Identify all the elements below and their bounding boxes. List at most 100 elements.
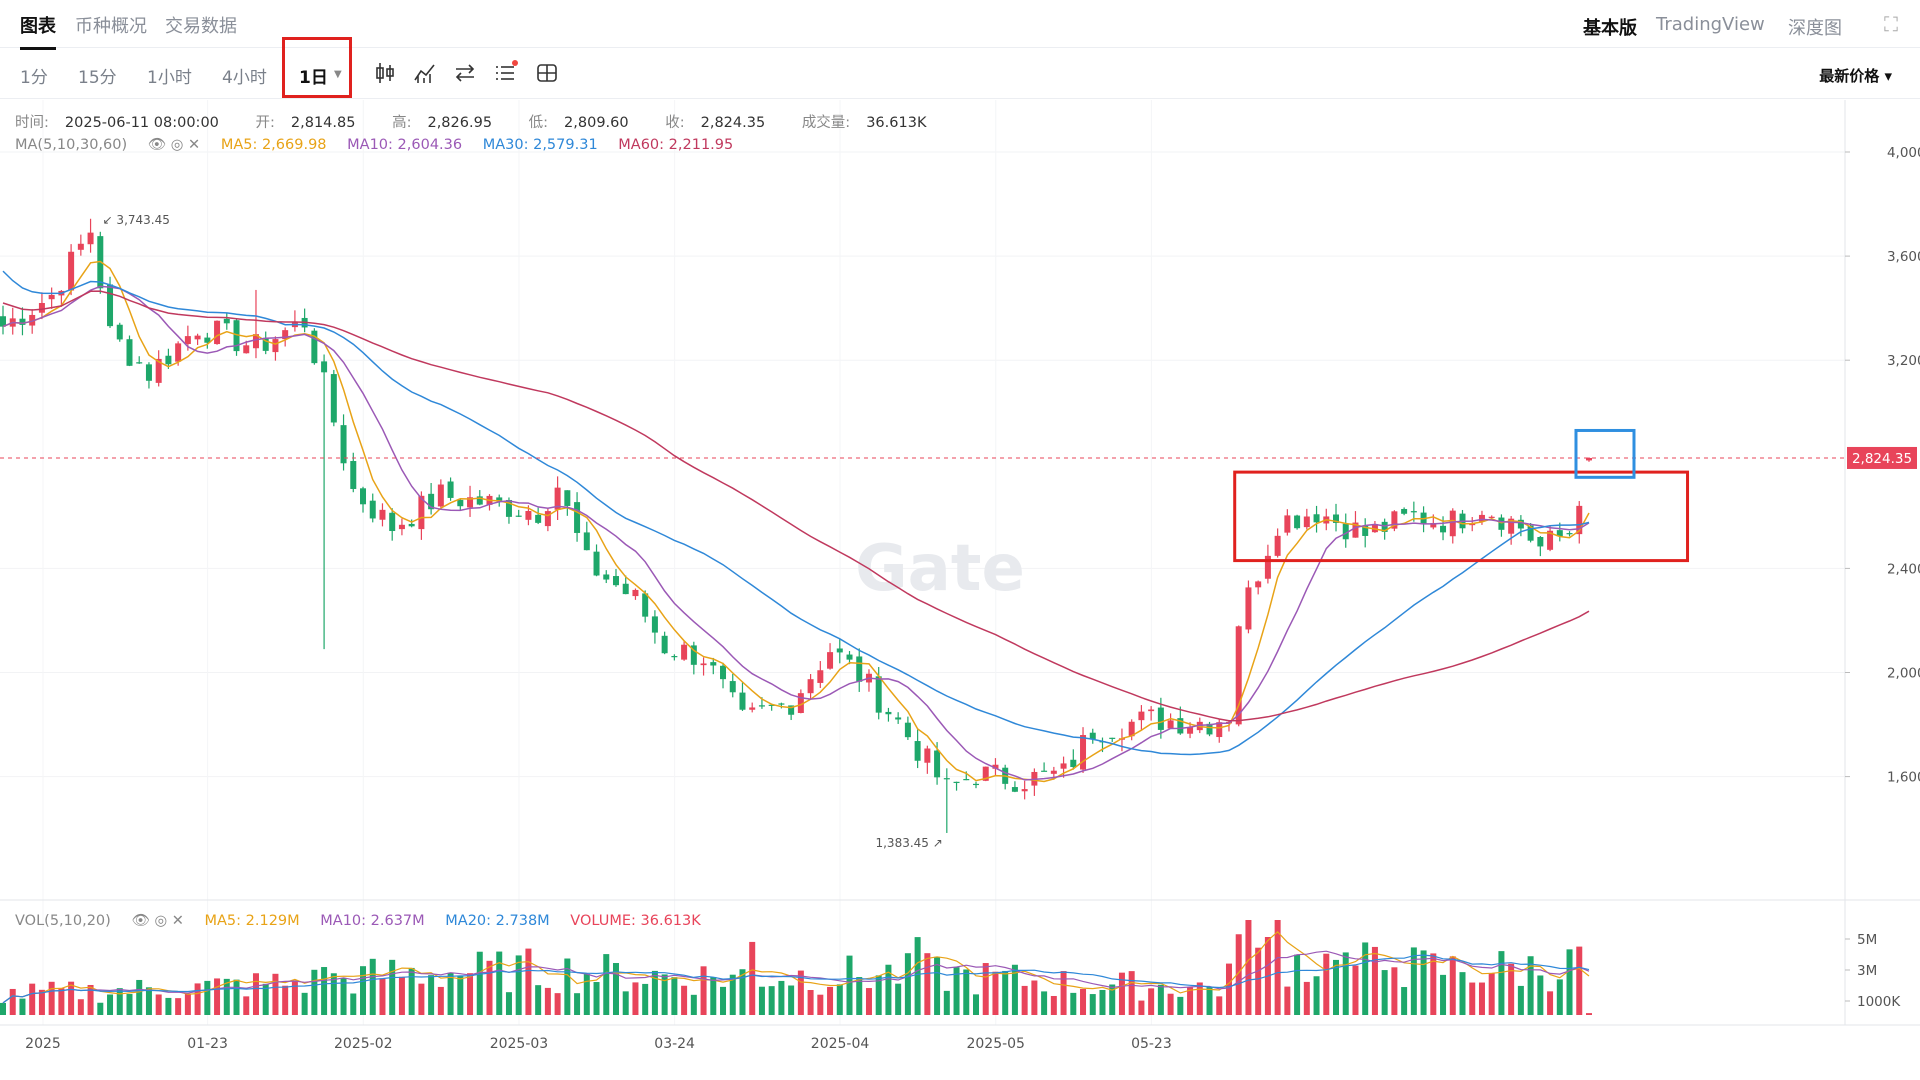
- volume-bar: [612, 963, 619, 1015]
- candle-body: [1381, 521, 1388, 532]
- candle-body: [992, 764, 999, 769]
- price-tick-label: 3,200.00: [1887, 353, 1920, 369]
- candle-body: [194, 335, 201, 340]
- candle-body: [1216, 722, 1223, 738]
- candle-body: [1440, 525, 1447, 533]
- view-tradingview[interactable]: TradingView: [1656, 14, 1765, 35]
- volume-bar: [827, 986, 834, 1015]
- candle-body: [77, 243, 84, 250]
- candle-body: [408, 523, 415, 527]
- volume-bar: [204, 980, 211, 1015]
- candle-body: [632, 589, 639, 597]
- volume-bar: [243, 996, 250, 1015]
- eye-icon[interactable]: 👁 ◎ ✕: [131, 913, 184, 929]
- vol-current: VOLUME: 36.613K: [570, 913, 701, 929]
- volume-bar: [992, 971, 999, 1015]
- ma5-value: MA5: 2,669.98: [220, 137, 327, 153]
- compare-arrows-icon[interactable]: [452, 60, 478, 86]
- candle-body: [252, 334, 259, 349]
- candle-body: [544, 511, 551, 527]
- candle-body: [1138, 711, 1145, 721]
- volume-bar: [467, 973, 474, 1015]
- ma-legend: MA(5,10,30,60) 👁 ◎ ✕ MA5: 2,669.98 MA10:…: [15, 136, 749, 153]
- volume-bar: [1255, 947, 1262, 1015]
- volume-bar: [973, 994, 979, 1015]
- volume-bar: [1362, 942, 1369, 1015]
- chevron-down-icon[interactable]: ▼: [334, 69, 342, 80]
- fullscreen-icon[interactable]: ⛶: [1884, 12, 1898, 36]
- candle-body: [797, 693, 804, 713]
- volume-bar: [77, 999, 84, 1015]
- tab-trade-data[interactable]: 交易数据: [165, 16, 237, 37]
- volume-bar: [214, 978, 221, 1015]
- candle-body: [437, 484, 444, 507]
- volume-bar: [457, 976, 464, 1015]
- volume-label: 成交量:: [801, 115, 851, 131]
- candlestick-icon[interactable]: [372, 60, 398, 86]
- axes: 4,000.00 3,600.00 3,200.00 2,400.00 2,000.00…: [0, 100, 1920, 1052]
- timeframe-4h[interactable]: 4小时: [222, 68, 267, 88]
- volume-bar: [311, 969, 318, 1015]
- eye-icon[interactable]: 👁 ◎ ✕: [147, 137, 201, 153]
- volume-bar: [729, 974, 736, 1015]
- volume-bar: [1225, 963, 1232, 1015]
- candle-body: [1167, 720, 1174, 729]
- volume-bar: [1167, 993, 1174, 1015]
- volume-bar: [1235, 934, 1242, 1015]
- volume-bar: [1469, 982, 1476, 1015]
- list-settings-icon[interactable]: [492, 60, 518, 86]
- candle-body: [1449, 510, 1456, 537]
- candle-body: [914, 741, 921, 761]
- candle-body: [593, 551, 600, 576]
- candle-body: [1488, 516, 1495, 518]
- timeframe-15m[interactable]: 15分: [78, 68, 117, 88]
- volume-bar: [1138, 1000, 1145, 1015]
- volume-bar: [622, 991, 629, 1015]
- price-tick-label: 3,600.00: [1887, 249, 1920, 265]
- candle-body: [476, 496, 483, 505]
- candle-body: [1089, 732, 1096, 740]
- current-price-badge: [1847, 446, 1917, 469]
- volume-bar: [1498, 951, 1505, 1015]
- volume-bar: [934, 956, 941, 1015]
- time-tick-label: 2025: [25, 1036, 61, 1052]
- candle-body: [1041, 770, 1048, 772]
- candle-body: [165, 355, 172, 365]
- candle-body: [136, 362, 143, 364]
- timeframe-1d[interactable]: 1日: [299, 68, 328, 88]
- drawing-tools-icon[interactable]: [534, 60, 560, 86]
- candle-body: [126, 339, 133, 366]
- candle-body: [778, 703, 785, 705]
- candle-body: [681, 644, 688, 660]
- candle-body: [651, 616, 658, 633]
- view-depth[interactable]: 深度图: [1788, 18, 1842, 39]
- volume-bar: [836, 984, 843, 1015]
- time-tick-label: 03-24: [654, 1036, 695, 1052]
- tab-coin-overview[interactable]: 币种概况: [75, 16, 147, 37]
- volume-bar: [1050, 995, 1057, 1015]
- tab-chart[interactable]: 图表: [20, 12, 56, 50]
- volume-bar: [437, 986, 444, 1015]
- volume-bar: [778, 980, 785, 1015]
- candle-body: [1517, 519, 1524, 529]
- current-price-label: 2,824.35: [1852, 451, 1912, 467]
- candle-body: [116, 324, 123, 340]
- candle-body: [554, 487, 561, 510]
- vol-ma10: MA10: 2.637M: [320, 913, 425, 929]
- candle-body: [87, 232, 94, 245]
- candle-body: [48, 294, 55, 300]
- volume-bar: [1323, 953, 1330, 1015]
- candle-body: [574, 502, 581, 533]
- view-basic[interactable]: 基本版: [1583, 18, 1637, 39]
- vol-ma10-line: [2, 950, 1590, 1004]
- candle-body: [515, 515, 522, 517]
- volume-bar: [642, 983, 649, 1015]
- candle-body: [1109, 737, 1116, 739]
- timeframe-1h[interactable]: 1小时: [147, 68, 192, 88]
- volume-bar: [1070, 992, 1077, 1015]
- price-type-select[interactable]: 最新价格 ▾: [1819, 67, 1892, 85]
- indicator-icon[interactable]: [412, 60, 438, 86]
- timeframe-1m[interactable]: 1分: [20, 68, 48, 88]
- volume-bar: [1547, 991, 1554, 1015]
